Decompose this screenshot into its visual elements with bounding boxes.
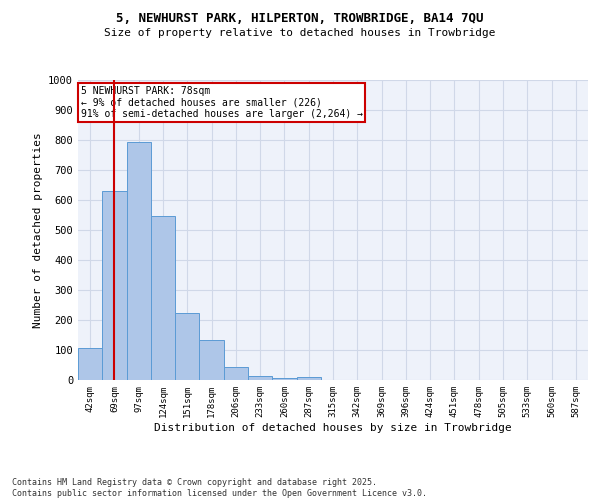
Bar (102, 191, 127, 380)
Bar (248, 376, 272, 380)
Text: Size of property relative to detached houses in Trowbridge: Size of property relative to detached ho… (104, 28, 496, 38)
Bar (296, 377, 321, 380)
Text: 5 NEWHURST PARK: 78sqm
← 9% of detached houses are smaller (226)
91% of semi-det: 5 NEWHURST PARK: 78sqm ← 9% of detached … (80, 86, 362, 119)
Bar (175, 314, 199, 380)
Bar (224, 368, 248, 380)
Bar (78, 348, 102, 380)
Y-axis label: Number of detached properties: Number of detached properties (32, 132, 43, 328)
Bar (151, 216, 175, 380)
Bar (199, 340, 224, 380)
Text: 5, NEWHURST PARK, HILPERTON, TROWBRIDGE, BA14 7QU: 5, NEWHURST PARK, HILPERTON, TROWBRIDGE,… (116, 12, 484, 26)
X-axis label: Distribution of detached houses by size in Trowbridge: Distribution of detached houses by size … (154, 422, 512, 432)
Text: Contains HM Land Registry data © Crown copyright and database right 2025.
Contai: Contains HM Land Registry data © Crown c… (12, 478, 427, 498)
Bar (272, 378, 296, 380)
Bar (127, 142, 151, 380)
